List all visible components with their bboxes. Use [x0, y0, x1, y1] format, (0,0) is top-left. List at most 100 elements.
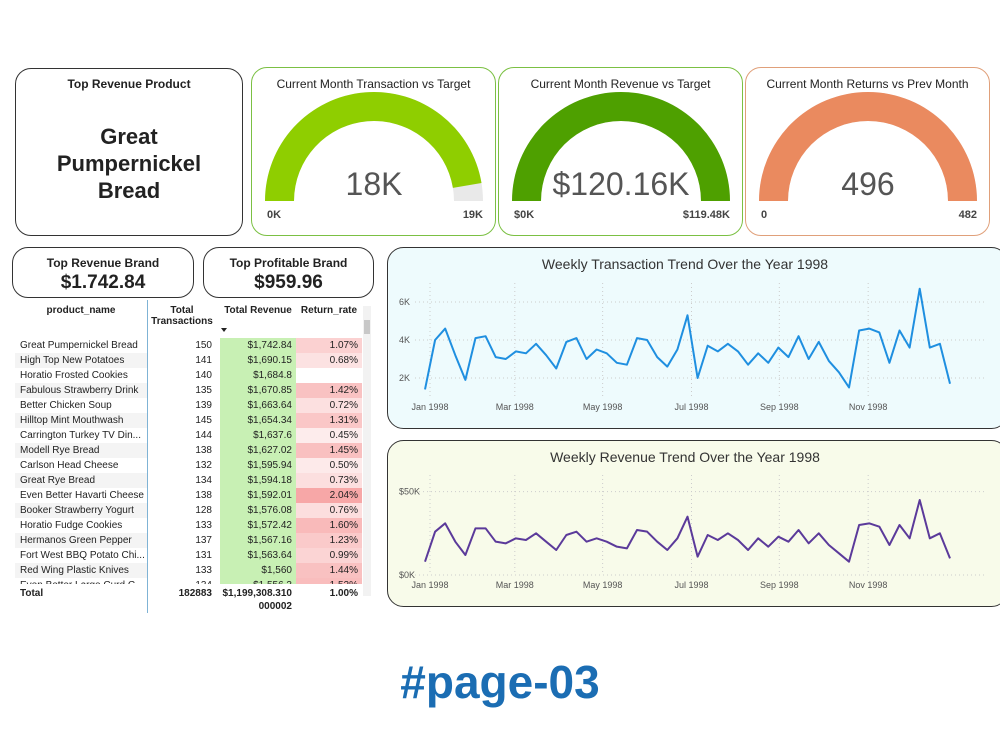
x-tick-label: Sep 1998 [760, 580, 799, 590]
table-cell: Carrington Turkey TV Din... [20, 430, 141, 441]
table-cell: Fabulous Strawberry Drink [15, 383, 147, 398]
column-header: product_name [46, 305, 116, 316]
product-card: Top Revenue Product Great Pumpernickel B… [15, 68, 243, 236]
table-cell: 1.07% [296, 338, 362, 353]
table-cell: $1,627.02 [220, 443, 296, 458]
card-value: Great Pumpernickel Bread [56, 124, 202, 203]
x-tick-label: Jan 1998 [411, 402, 448, 412]
column-header: Total Transactions [151, 305, 213, 327]
chart-title: Weekly Revenue Trend Over the Year 1998 [550, 449, 820, 465]
y-tick-label: $50K [399, 487, 420, 497]
x-tick-label: Mar 1998 [496, 402, 534, 412]
table-cell: 150 [195, 340, 212, 351]
table-cell: 134 [195, 475, 212, 486]
table-cell: $1,556.3 [220, 578, 296, 584]
gauge-value-label: 18K [346, 166, 403, 202]
gauge-title: Current Month Returns vs Prev Month [766, 77, 969, 91]
table-cell: 135 [195, 385, 212, 396]
gauge-value-label: $120.16K [552, 166, 689, 202]
table-cell: $1,684.8 [220, 368, 296, 383]
gauge: 496 0 482 [759, 92, 977, 221]
gauge-card: Current Month Returns vs Prev Month 496 0 4… [745, 67, 990, 236]
table-cell: $1,567.16 [220, 533, 296, 548]
line-chart: Weekly Revenue Trend Over the Year 1998 $… [387, 440, 1000, 607]
table-cell: 140 [195, 370, 212, 381]
gauge-min: $0K [514, 209, 534, 221]
gauge-value-label: 496 [841, 166, 894, 202]
table-cell: 131 [195, 550, 212, 561]
y-tick-label: 2K [399, 373, 410, 383]
table-cell: 1.42% [296, 383, 362, 398]
chart-title: Weekly Transaction Trend Over the Year 1… [542, 256, 828, 272]
gauge: 18K 0K 19K [265, 92, 483, 221]
table-cell: $1,663.64 [220, 398, 296, 413]
total-cell: 182883 [178, 588, 212, 599]
table-cell: Fort West BBQ Potato Chi... [20, 550, 145, 561]
table-cell: 1.52% [296, 578, 362, 584]
brand-card: Top Revenue Brand $1.742.84 [12, 247, 194, 298]
table-cell: 2.04% [296, 488, 362, 503]
table-cell: 0.73% [296, 473, 362, 488]
scrollbar[interactable] [363, 306, 371, 596]
table-cell: $1,576.08 [220, 503, 296, 518]
y-tick-label: 4K [399, 335, 410, 345]
x-tick-label: Jul 1998 [674, 580, 708, 590]
y-tick-label: 6K [399, 297, 410, 307]
table-cell: 1.23% [296, 533, 362, 548]
x-tick-label: Mar 1998 [496, 580, 534, 590]
table-cell: $1,594.18 [220, 473, 296, 488]
table-cell: Hermanos Green Pepper [15, 533, 147, 548]
gauge-card: Current Month Revenue vs Target $120.16K $… [498, 67, 743, 236]
card-value: $959.96 [254, 272, 323, 293]
gauge-max: $119.48K [683, 209, 730, 221]
table-cell: 138 [195, 490, 212, 501]
card-title: Top Profitable Brand [229, 256, 348, 270]
table-cell: 1.44% [296, 563, 362, 578]
table-cell: Horatio Frosted Cookies [20, 370, 128, 381]
x-tick-label: May 1998 [583, 580, 623, 590]
table-cell: $1,637.6 [220, 428, 296, 443]
table-cell: Better Chicken Soup [20, 400, 112, 411]
table-cell: 128 [195, 505, 212, 516]
x-tick-label: Jan 1998 [411, 580, 448, 590]
table-cell: 1.45% [296, 443, 362, 458]
table-cell: $1,654.34 [220, 413, 296, 428]
table-cell: 1.31% [296, 413, 362, 428]
page-label: #page-03 [400, 656, 600, 708]
line-chart: Weekly Transaction Trend Over the Year 1… [387, 247, 1000, 429]
table-cell: 138 [195, 445, 212, 456]
table-cell: 1.60% [296, 518, 362, 533]
table-cell: 0.50% [296, 458, 362, 473]
table-cell: 0.72% [296, 398, 362, 413]
gauge-value [512, 92, 730, 201]
table-cell: 134 [148, 578, 216, 584]
table-cell: $1,595.94 [220, 458, 296, 473]
table-cell: $1,563.64 [220, 548, 296, 563]
table-cell: 0.68% [296, 353, 362, 368]
table-cell: Carlson Head Cheese [20, 460, 119, 471]
column-header: Total Revenue [224, 305, 292, 316]
table-cell: $1,690.15 [220, 353, 296, 368]
chart-panel [387, 440, 1000, 607]
table-cell: High Top New Potatoes [15, 353, 147, 368]
gauge: $120.16K $0K $119.48K [512, 92, 730, 221]
y-tick-label: $0K [399, 570, 415, 580]
gauge-value [265, 92, 482, 201]
table-cell: $1,560 [220, 563, 296, 578]
x-tick-label: Nov 1998 [849, 402, 888, 412]
table: Great Pumpernickel Bread 150 $1,742.84 1.07… [15, 300, 371, 613]
gauge-title: Current Month Revenue vs Target [530, 77, 711, 91]
table-cell: 0.99% [296, 548, 362, 563]
gauge-max: 19K [463, 209, 483, 221]
table-cell: Modell Rye Bread [15, 443, 147, 458]
table-cell: $1,572.42 [220, 518, 296, 533]
x-tick-label: Nov 1998 [849, 580, 888, 590]
column-divider [147, 300, 148, 613]
scrollbar-thumb[interactable] [364, 320, 370, 334]
gauge-min: 0 [761, 209, 767, 221]
gauge-min: 0K [267, 209, 281, 221]
sort-arrow[interactable] [221, 328, 227, 332]
table-cell: Great Pumpernickel Bread [20, 340, 138, 351]
table-cell: 0.45% [296, 428, 362, 443]
trend-line [424, 287, 951, 390]
